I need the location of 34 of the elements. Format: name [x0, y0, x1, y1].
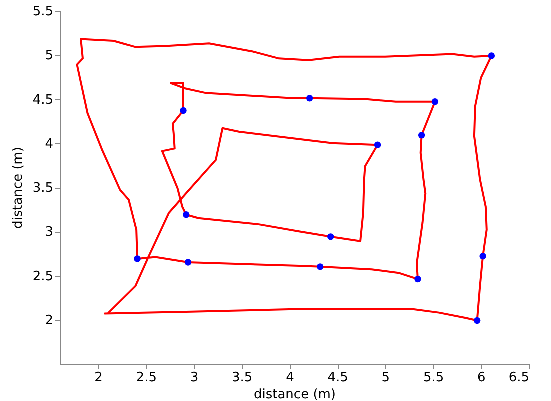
x-tick-label: 4 [286, 370, 294, 386]
y-tick-label: 3 [45, 225, 54, 240]
point [418, 132, 426, 139]
x-tick-label: 2 [94, 370, 103, 386]
point [432, 98, 439, 106]
point [316, 264, 324, 270]
point [374, 142, 382, 148]
y-tick-label: 5.5 [32, 4, 54, 20]
y-tick-label: 2 [45, 313, 54, 328]
x-tick-label: 3.5 [232, 370, 253, 386]
point [488, 52, 496, 60]
x-tick-label: 4.5 [328, 370, 348, 386]
y-axis-title: distance (m) [10, 146, 26, 230]
y-tick-label: 4.5 [32, 92, 54, 108]
x-tick-label: 2.5 [136, 370, 157, 386]
x-tick-label: 5.5 [423, 370, 444, 386]
x-tick-label: 3 [190, 370, 199, 386]
point [306, 95, 314, 102]
point [184, 259, 192, 266]
point [474, 317, 481, 324]
point [328, 234, 334, 240]
point [180, 107, 187, 114]
y-tick-label: 2.5 [32, 269, 54, 284]
x-tick-label: 6 [478, 370, 486, 386]
x-axis-title: distance (m) [254, 388, 336, 401]
y-tick-label: 5 [45, 48, 54, 64]
point [134, 256, 141, 262]
point [414, 276, 422, 283]
point [182, 212, 190, 218]
y-tick-label: 3.5 [32, 181, 54, 196]
x-tick-label: 6.5 [508, 370, 530, 386]
x-tick-label: 5 [382, 370, 390, 386]
y-tick-label: 4 [45, 136, 54, 152]
point [480, 252, 486, 260]
